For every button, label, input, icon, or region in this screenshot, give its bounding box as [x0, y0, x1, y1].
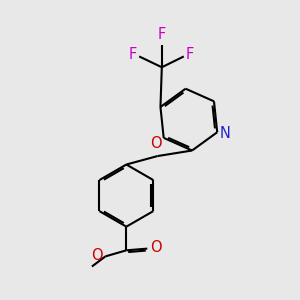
Text: F: F — [186, 47, 194, 62]
Text: N: N — [220, 126, 230, 141]
Text: F: F — [158, 27, 166, 42]
Text: F: F — [129, 47, 137, 62]
Text: O: O — [91, 248, 103, 263]
Text: O: O — [150, 136, 162, 152]
Text: O: O — [150, 240, 162, 255]
